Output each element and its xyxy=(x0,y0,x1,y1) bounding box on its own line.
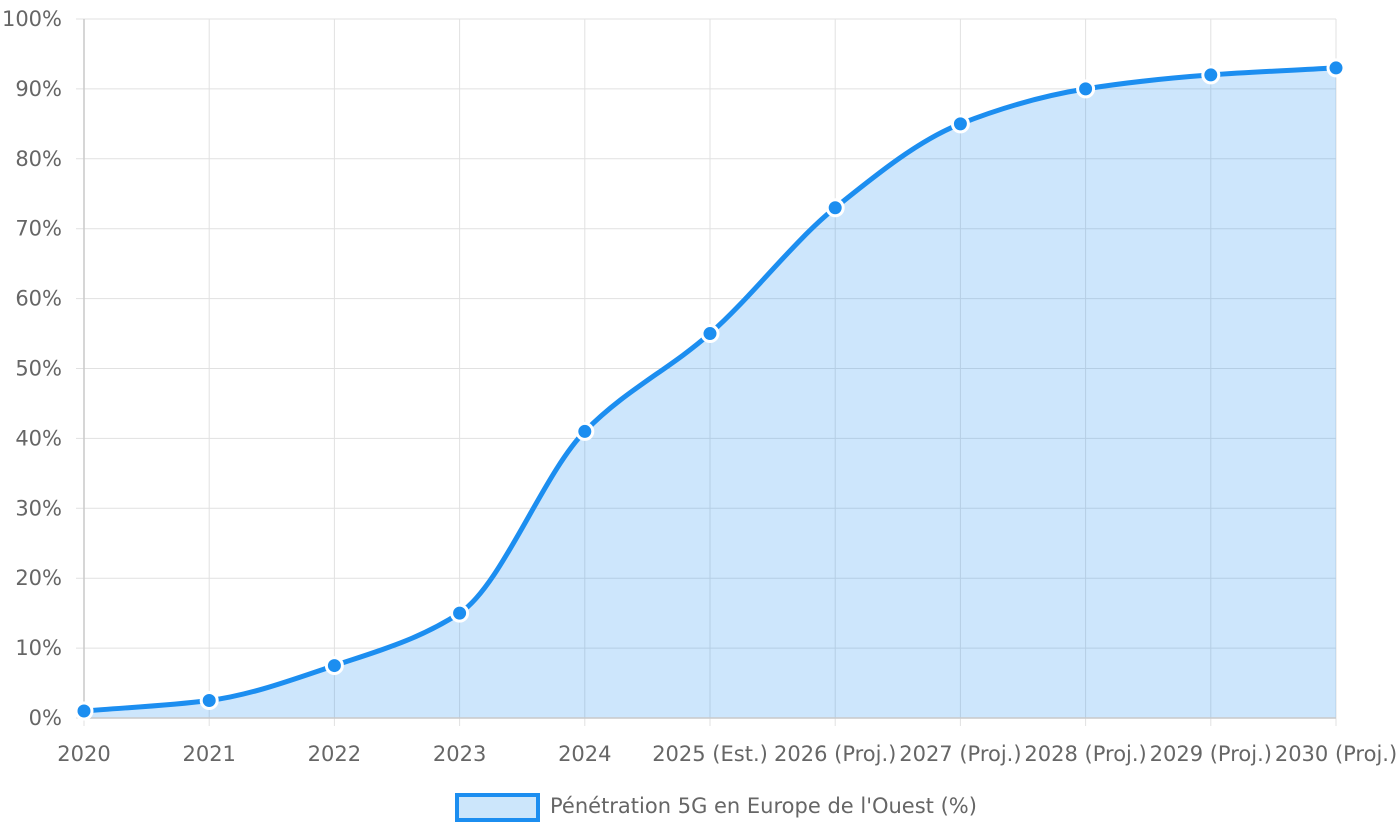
data-point xyxy=(1326,58,1346,78)
data-point xyxy=(825,198,845,218)
x-tick-label: 2025 (Est.) xyxy=(652,742,768,766)
data-point xyxy=(575,421,595,441)
x-tick-label: 2028 (Proj.) xyxy=(1024,742,1146,766)
x-tick-label: 2027 (Proj.) xyxy=(899,742,1021,766)
x-tick-label: 2022 xyxy=(308,742,361,766)
legend-label[interactable]: Pénétration 5G en Europe de l'Ouest (%) xyxy=(550,794,977,818)
x-tick-label: 2023 xyxy=(433,742,486,766)
y-tick-label: 100% xyxy=(2,7,62,31)
series-area-fill xyxy=(84,67,1336,719)
legend-swatch[interactable] xyxy=(455,793,540,822)
axes xyxy=(83,19,1336,719)
x-tick-label: 2021 xyxy=(182,742,235,766)
y-tick-label: 50% xyxy=(15,357,62,381)
y-tick-label: 10% xyxy=(15,636,62,660)
data-point xyxy=(450,603,470,623)
x-tick-label: 2024 xyxy=(558,742,611,766)
data-points xyxy=(74,58,1346,721)
y-axis-tick-labels: 0% 10% 20% 30% 40% 50% 60% 70% 80% 90% 100% xyxy=(2,7,62,730)
y-tick-label: 20% xyxy=(15,566,62,590)
x-tick-label: 2030 (Proj.) xyxy=(1275,742,1397,766)
data-point xyxy=(324,656,344,676)
legend[interactable]: Pénétration 5G en Europe de l'Ouest (%) xyxy=(455,793,977,822)
y-tick-label: 0% xyxy=(29,706,62,730)
data-point xyxy=(700,324,720,344)
y-tick-label: 60% xyxy=(15,287,62,311)
data-point xyxy=(1076,79,1096,99)
x-tick-label: 2029 (Proj.) xyxy=(1150,742,1272,766)
x-tick-label: 2020 xyxy=(57,742,110,766)
y-tick-label: 80% xyxy=(15,147,62,171)
y-tick-label: 90% xyxy=(15,77,62,101)
y-tick-label: 70% xyxy=(15,217,62,241)
y-tick-label: 40% xyxy=(15,426,62,450)
y-tick-label: 30% xyxy=(15,496,62,520)
x-axis-tick-labels: 2020 2021 2022 2023 2024 2025 (Est.) 2026 (Pro… xyxy=(57,742,1397,766)
x-tick-label: 2026 (Proj.) xyxy=(774,742,896,766)
data-point xyxy=(950,114,970,134)
data-point xyxy=(199,691,219,711)
data-point xyxy=(1201,65,1221,85)
data-point xyxy=(74,701,94,721)
